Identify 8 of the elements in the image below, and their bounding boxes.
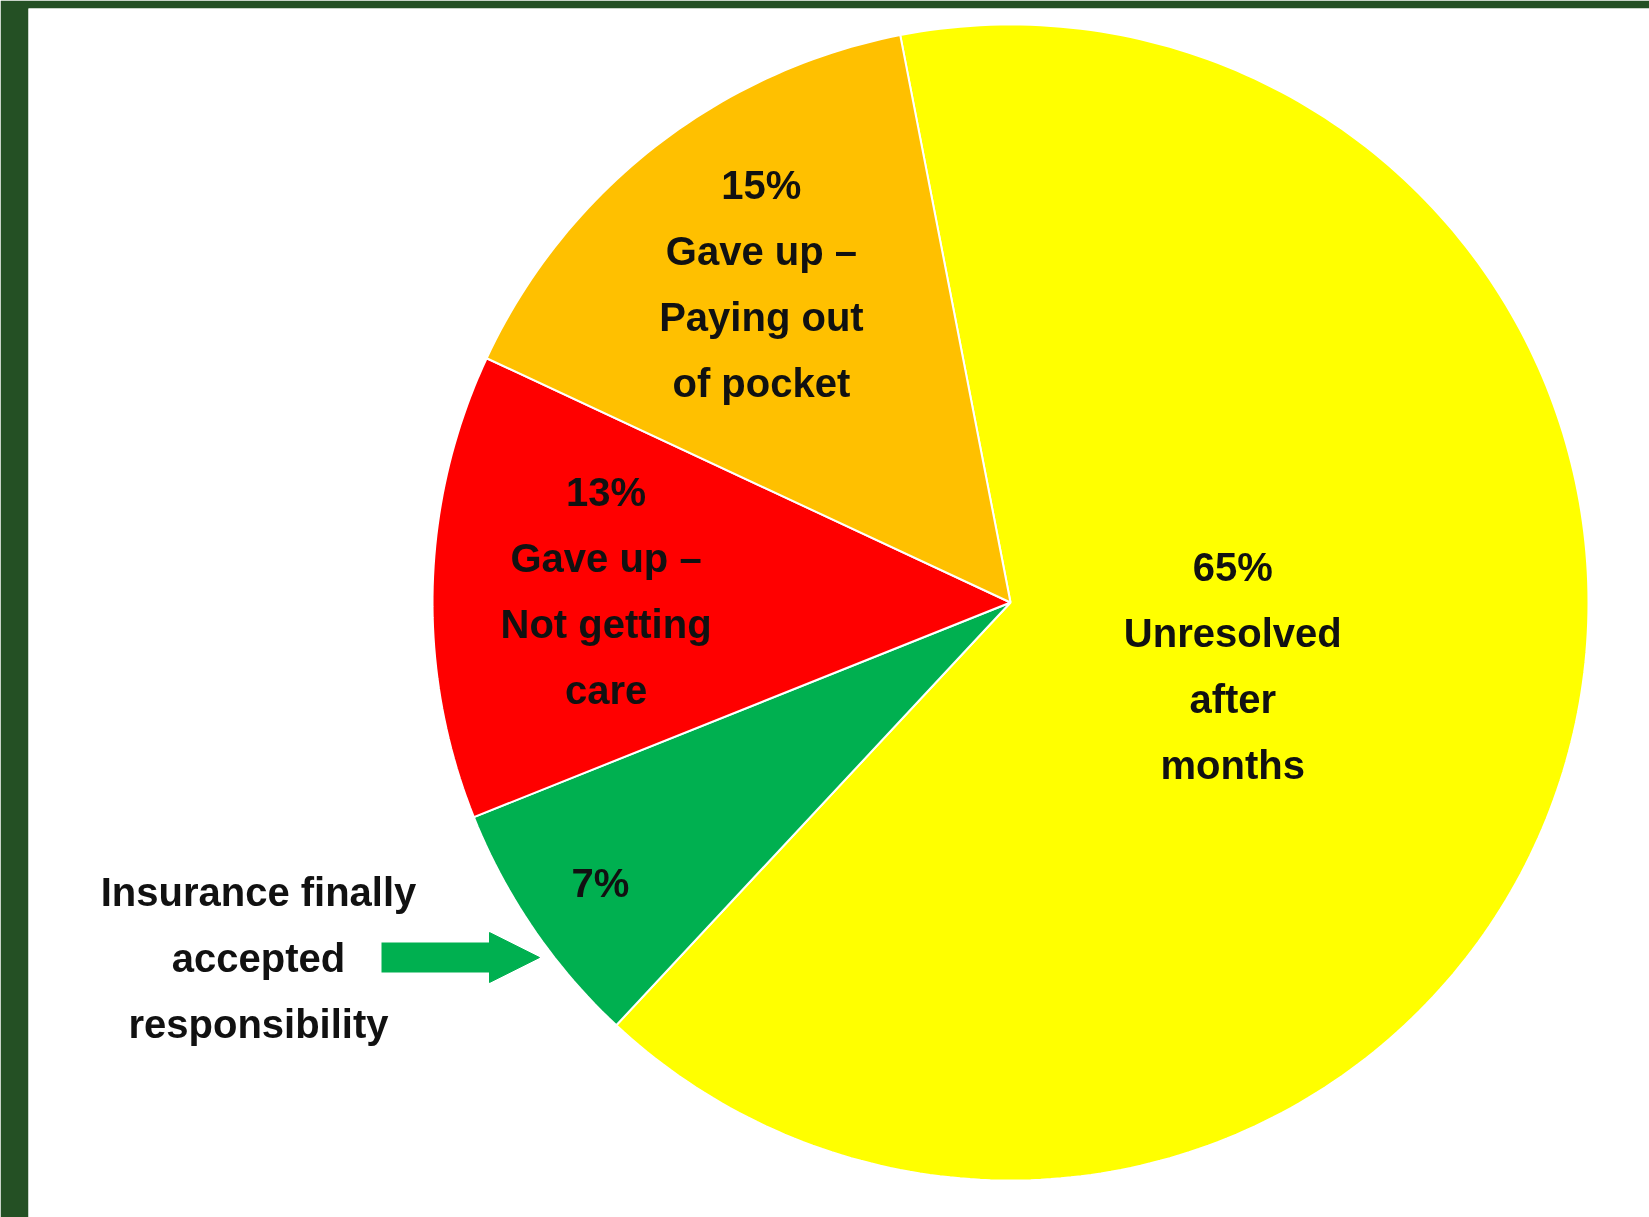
legend-label: Insurance finally accepted responsibility [100, 869, 418, 1046]
slice-label: Gave up – Paying out of pocket [659, 228, 864, 405]
data-label: 15% [721, 162, 802, 207]
data-label: 7% [571, 861, 630, 906]
data-label: 13% [566, 470, 647, 515]
data-label: 65% [1192, 545, 1273, 590]
slice-label: Gave up – Not getting care [500, 536, 712, 713]
slice-label: Unresolved after months [1123, 611, 1342, 788]
